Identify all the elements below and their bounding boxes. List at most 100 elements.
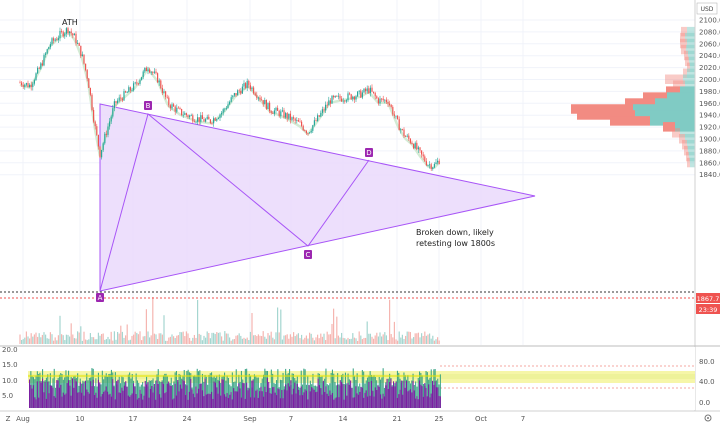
indicator-bar: [195, 386, 197, 408]
candle-body: [381, 98, 383, 100]
candle-body: [216, 119, 218, 121]
volume-bar: [117, 331, 119, 344]
volume-profile-bar: [690, 157, 695, 168]
marker-b[interactable]: B: [144, 101, 152, 110]
indicator-bar: [429, 377, 431, 408]
volume-bar: [400, 337, 402, 344]
volume-bar: [59, 315, 61, 344]
svg-text:C: C: [306, 251, 311, 259]
volume-bar: [374, 335, 376, 344]
indicator-bar: [95, 392, 97, 408]
indicator-bar: [116, 381, 118, 408]
indicator-bar: [343, 399, 345, 408]
indicator-bar: [334, 398, 336, 408]
volume-bar: [318, 338, 320, 344]
volume-bar: [134, 331, 136, 344]
time-tick-label: 10: [76, 415, 85, 423]
price-axis[interactable]: [695, 0, 720, 345]
indicator-bar: [265, 392, 267, 408]
volume-profile-bar: [666, 86, 680, 96]
candle-body: [40, 63, 42, 69]
candle-body: [321, 109, 323, 113]
candle-body: [267, 102, 269, 109]
volume-bar: [419, 337, 421, 344]
indicator-bar: [435, 387, 437, 408]
indicator-bar: [333, 399, 335, 408]
candle-body: [69, 31, 71, 34]
candle-body: [387, 102, 389, 104]
marker-c[interactable]: C: [304, 250, 312, 259]
volume-bar: [43, 332, 45, 344]
time-tick-label: Oct: [475, 415, 487, 423]
volume-bar: [270, 331, 272, 344]
volume-profile-bar: [667, 92, 695, 102]
candle-body: [78, 43, 80, 46]
indicator-bar: [346, 395, 348, 408]
time-axis[interactable]: [0, 411, 720, 425]
candle-body: [334, 95, 336, 98]
indicator-bar: [411, 392, 413, 408]
volume-bar: [125, 335, 127, 344]
candle-body: [297, 120, 299, 122]
candle-body: [259, 97, 261, 100]
volume-bar: [267, 333, 269, 344]
volume-bar: [237, 335, 239, 344]
indicator-bar: [152, 392, 154, 408]
candle-body: [345, 100, 347, 102]
triangle-pattern[interactable]: [99, 103, 536, 292]
indicator-bar: [409, 389, 411, 408]
indicator-bar: [240, 397, 242, 408]
indicator-bar: [260, 386, 262, 408]
settings-icon[interactable]: [704, 414, 712, 422]
indicator-bar: [100, 396, 102, 408]
indicator-bar: [113, 386, 115, 408]
volume-bar: [246, 337, 248, 344]
candle-body: [48, 47, 50, 50]
currency-badge[interactable]: [696, 2, 718, 15]
indicator-bar: [74, 379, 76, 408]
volume-bar: [339, 337, 341, 344]
volume-bar: [176, 335, 178, 344]
candle-body: [208, 116, 210, 120]
volume-bar: [86, 340, 88, 344]
candle-body: [416, 142, 418, 150]
marker-a[interactable]: A: [96, 293, 104, 302]
indicator-bar: [387, 388, 389, 408]
volume-bar: [363, 337, 365, 344]
candle-body: [166, 96, 168, 98]
volume-bar: [30, 333, 32, 344]
candle-body: [80, 45, 82, 57]
indicator-bar: [192, 376, 194, 408]
candle-body: [294, 118, 296, 121]
volume-bar: [275, 332, 277, 344]
indicator-bar: [276, 395, 278, 408]
volume-bar: [406, 331, 408, 344]
candle-body: [310, 130, 312, 133]
candle-body: [304, 130, 306, 131]
volume-bar: [189, 337, 191, 344]
indicator-bar: [110, 396, 112, 408]
candle-body: [253, 87, 255, 94]
indicator-left-label: 15.0: [2, 361, 18, 369]
indicator-bar: [337, 384, 339, 408]
volume-bar: [424, 331, 426, 344]
marker-d[interactable]: D: [365, 148, 373, 157]
indicator-bar: [126, 386, 128, 408]
candle-body: [54, 39, 56, 41]
candle-body: [432, 167, 434, 170]
indicator-bar: [311, 387, 313, 408]
volume-bar: [395, 339, 397, 344]
indicator-bar: [127, 395, 129, 408]
volume-bar: [94, 339, 96, 344]
candle-body: [379, 98, 381, 104]
volume-bar: [269, 335, 271, 344]
volume-bar: [29, 338, 31, 344]
indicator-bar: [226, 393, 228, 408]
volume-bar: [136, 332, 138, 344]
price-tick-label: 1920.0: [699, 124, 720, 132]
price-tick-label: 1840.0: [699, 171, 720, 179]
timezone-icon[interactable]: Z: [6, 415, 11, 423]
indicator-bar: [261, 391, 263, 408]
indicator-bar: [419, 380, 421, 408]
